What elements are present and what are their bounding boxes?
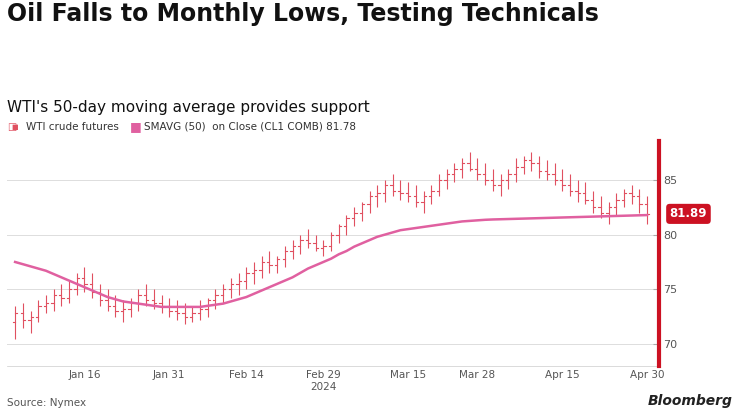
Text: □: □ <box>7 122 16 132</box>
Text: ■: ■ <box>130 120 141 134</box>
Text: 81.89: 81.89 <box>670 207 707 220</box>
Text: Source: Nymex: Source: Nymex <box>7 398 87 408</box>
Text: Bloomberg: Bloomberg <box>648 394 733 408</box>
Text: Oil Falls to Monthly Lows, Testing Technicals: Oil Falls to Monthly Lows, Testing Techn… <box>7 2 599 26</box>
Text: ■: ■ <box>11 124 18 130</box>
Text: WTI crude futures: WTI crude futures <box>26 122 119 132</box>
Text: SMAVG (50)  on Close (CL1 COMB) 81.78: SMAVG (50) on Close (CL1 COMB) 81.78 <box>144 122 356 132</box>
Text: WTI's 50-day moving average provides support: WTI's 50-day moving average provides sup… <box>7 100 370 115</box>
